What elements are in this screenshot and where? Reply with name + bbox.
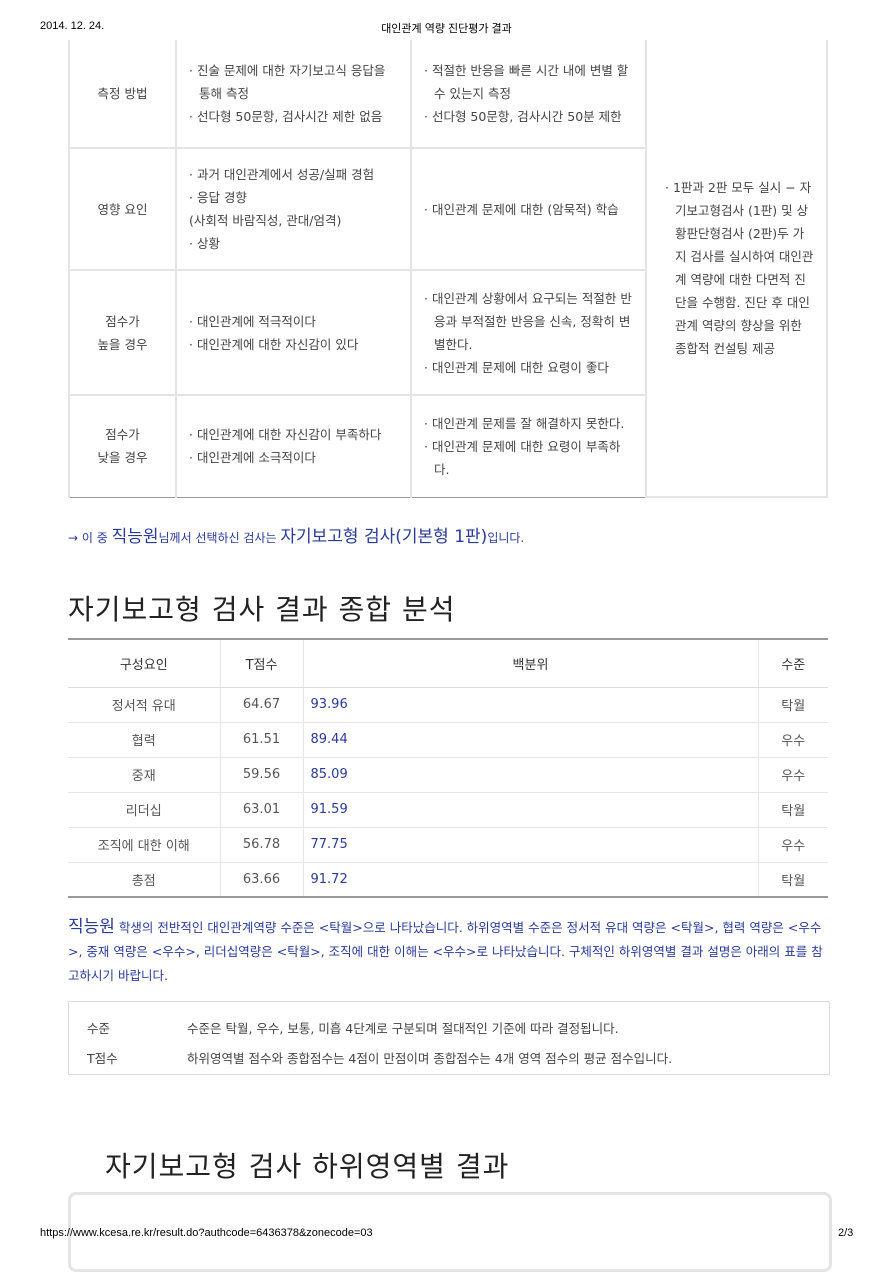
result-row: 리더십 63.01 91.59 탁월 — [68, 792, 828, 828]
selected-test-note: → 이 중 직능원님께서 선택하신 검사는 자기보고형 검사(기본형 1판)입니… — [68, 522, 524, 547]
t-score: 59.56 — [220, 757, 304, 793]
t-score: 64.67 — [220, 687, 304, 723]
note-row: T점수 하위영역별 점수와 종합점수는 4점이 만점이며 종합점수는 4개 영역 … — [69, 1042, 829, 1072]
t-score: 63.66 — [220, 862, 304, 898]
result-row: 협력 61.51 89.44 우수 — [68, 722, 828, 758]
cell-line: · 대인관계 문제를 잘 해결하지 못한다. — [424, 415, 625, 431]
summary-text: 학생의 전반적인 대인관계역량 수준은 <탁월>으로 나타났습니다. 하위영역별… — [68, 920, 823, 983]
print-date: 2014. 12. 24. — [40, 20, 105, 32]
result-row: 중재 59.56 85.09 우수 — [68, 757, 828, 793]
header-tscore: T점수 — [220, 638, 304, 688]
percentile: 91.59 — [303, 792, 759, 828]
cell-line: · 대인관계 문제에 대한 요령이 부족하다. — [424, 438, 621, 477]
section-title-summary: 자기보고형 검사 결과 종합 분석 — [68, 593, 456, 626]
t-score: 61.51 — [220, 722, 304, 758]
cell-line: 낮을 경우 — [97, 450, 148, 466]
cell-line: · 선다형 50문항, 검사시간 제한 없음 — [189, 109, 383, 124]
comparison-row: 영향 요인 · 과거 대인관계에서 성공/실패 경험 · 응답 경향 (사회적 바람직… — [68, 147, 827, 271]
self-report-cell: · 대인관계에 적극적이다 · 대인관계에 대한 자신감이 있다 — [175, 269, 412, 396]
percentile: 89.44 — [303, 722, 759, 758]
cell-line: · 대인관계에 대한 자신감이 있다 — [189, 336, 359, 352]
cell-line: 점수가 — [105, 313, 140, 329]
cell-line: 점수가 — [105, 427, 140, 443]
cell-line: · 과거 대인관계에서 성공/실패 경험 — [189, 167, 375, 182]
situational-cell: · 대인관계 문제에 대한 (암묵적) 학습 — [410, 147, 647, 271]
note-key: T점수 — [87, 1050, 118, 1066]
comparison-row: 점수가 높을 경우 · 대인관계에 적극적이다 · 대인관계에 대한 자신감이 있다 ·… — [68, 269, 827, 396]
factor-name: 리더십 — [68, 792, 221, 828]
student-name: 직능원 — [111, 527, 159, 547]
factor-name: 조직에 대한 이해 — [68, 827, 221, 863]
selection-suffix: 입니다. — [487, 531, 525, 545]
results-table: 구성요인 T점수 백분위 수준 정서적 유대 64.67 93.96 탁월 협력 61.5… — [68, 638, 828, 898]
percentile: 93.96 — [303, 687, 759, 723]
cell-line: · 대인관계 문제에 대한 (암묵적) 학습 — [424, 201, 619, 217]
cell-line: · 진술 문제에 대한 자기보고식 응답을 통해 측정 — [189, 63, 386, 101]
comparison-row: 측정 방법 · 진술 문제에 대한 자기보고식 응답을 통해 측정 · 선다형 50… — [68, 40, 828, 498]
result-row: 정서적 유대 64.67 93.96 탁월 — [68, 687, 828, 723]
cell-line: · 대인관계에 적극적이다 — [189, 313, 316, 329]
situational-cell: · 대인관계 상황에서 요구되는 적절한 반응과 부적절한 반응을 신속, 정확… — [410, 269, 647, 396]
factor-name: 협력 — [68, 722, 221, 758]
note-key: 수준 — [87, 1020, 111, 1036]
notes-box: 수준 수준은 탁월, 우수, 보통, 미흡 4단계로 구분되며 절대적인 기준에 … — [68, 1001, 830, 1075]
header-level: 수준 — [758, 638, 828, 688]
cell-line: 영향 요인 — [97, 201, 148, 217]
percentile: 77.75 — [303, 827, 759, 863]
student-name: 직능원 — [68, 917, 115, 937]
result-row: 총점 63.66 91.72 탁월 — [68, 862, 828, 898]
page-url: https://www.kcesa.re.kr/result.do?authco… — [40, 1227, 373, 1239]
t-score: 63.01 — [220, 792, 304, 828]
row-label: 영향 요인 — [68, 147, 177, 271]
percentile: 91.72 — [303, 862, 759, 898]
cell-line: · 상황 — [189, 236, 220, 251]
situational-cell: · 대인관계 문제를 잘 해결하지 못한다. · 대인관계 문제에 대한 요령이 … — [410, 394, 647, 498]
cell-line: 높을 경우 — [97, 336, 148, 352]
note-value: 하위영역별 점수와 종합점수는 4점이 만점이며 종합점수는 4개 영역 점수의… — [187, 1050, 673, 1066]
note-row: 수준 수준은 탁월, 우수, 보통, 미흡 4단계로 구분되며 절대적인 기준에 … — [69, 1012, 829, 1042]
test-comparison-table: 측정 방법 · 진술 문제에 대한 자기보고식 응답을 통해 측정 · 선다형 50… — [68, 40, 828, 498]
percentile: 85.09 — [303, 757, 759, 793]
selection-prefix: → 이 중 — [68, 531, 112, 545]
level: 우수 — [758, 757, 828, 793]
row-label: 측정 방법 — [68, 40, 177, 149]
cell-line: (사회적 바람직성, 관대/엄격) — [189, 213, 342, 228]
level: 탁월 — [758, 862, 828, 898]
cell-line: · 대인관계에 대한 자신감이 부족하다 — [189, 427, 382, 443]
cell-line: · 선다형 50문항, 검사시간 50분 제한 — [424, 109, 622, 124]
cell-line: 측정 방법 — [97, 86, 148, 101]
level: 우수 — [758, 722, 828, 758]
cell-line: · 대인관계에 소극적이다 — [189, 450, 316, 466]
cell-line: · 적절한 반응을 빠른 시간 내에 변별 할 수 있는지 측정 — [424, 63, 629, 101]
factor-name: 중재 — [68, 757, 221, 793]
cell-line: · 대인관계 상황에서 요구되는 적절한 반응과 부적절한 반응을 신속, 정확… — [424, 290, 632, 352]
self-report-cell: · 대인관계에 대한 자신감이 부족하다 · 대인관계에 소극적이다 — [175, 394, 412, 498]
level: 탁월 — [758, 687, 828, 723]
level: 탁월 — [758, 792, 828, 828]
header-percentile: 백분위 — [303, 638, 759, 688]
t-score: 56.78 — [220, 827, 304, 863]
print-title: 대인관계 역량 진단평가 결과 — [381, 23, 512, 35]
summary-paragraph: 직능원 학생의 전반적인 대인관계역량 수준은 <탁월>으로 나타났습니다. 하… — [68, 915, 830, 988]
selection-mid: 님께서 선택하신 검사는 — [158, 531, 281, 545]
result-row: 조직에 대한 이해 56.78 77.75 우수 — [68, 827, 828, 863]
cell-line: · 대인관계 문제에 대한 요령이 좋다 — [424, 359, 609, 375]
level: 우수 — [758, 827, 828, 863]
note-value: 수준은 탁월, 우수, 보통, 미흡 4단계로 구분되며 절대적인 기준에 따라… — [187, 1020, 619, 1036]
cell-line: · 응답 경향 — [189, 190, 247, 205]
page-number: 2/3 — [838, 1227, 854, 1239]
header-factor: 구성요인 — [68, 638, 221, 688]
recommendation-cell: · 1판과 2판 모두 실시 − 자기보고형검사 (1판) 및 상황판단형검사 … — [645, 40, 828, 498]
situational-cell: · 적절한 반응을 빠른 시간 내에 변별 할 수 있는지 측정 · 선다형 50… — [410, 40, 647, 149]
selected-test-name: 자기보고형 검사(기본형 1판) — [280, 527, 488, 547]
factor-name: 정서적 유대 — [68, 687, 221, 723]
section-title-subdomain: 자기보고형 검사 하위영역별 결과 — [105, 1150, 510, 1183]
factor-name: 총점 — [68, 862, 221, 898]
self-report-cell: · 진술 문제에 대한 자기보고식 응답을 통해 측정 · 선다형 50문항, 검… — [175, 40, 412, 149]
self-report-cell: · 과거 대인관계에서 성공/실패 경험 · 응답 경향 (사회적 바람직성, 관대… — [175, 147, 412, 271]
